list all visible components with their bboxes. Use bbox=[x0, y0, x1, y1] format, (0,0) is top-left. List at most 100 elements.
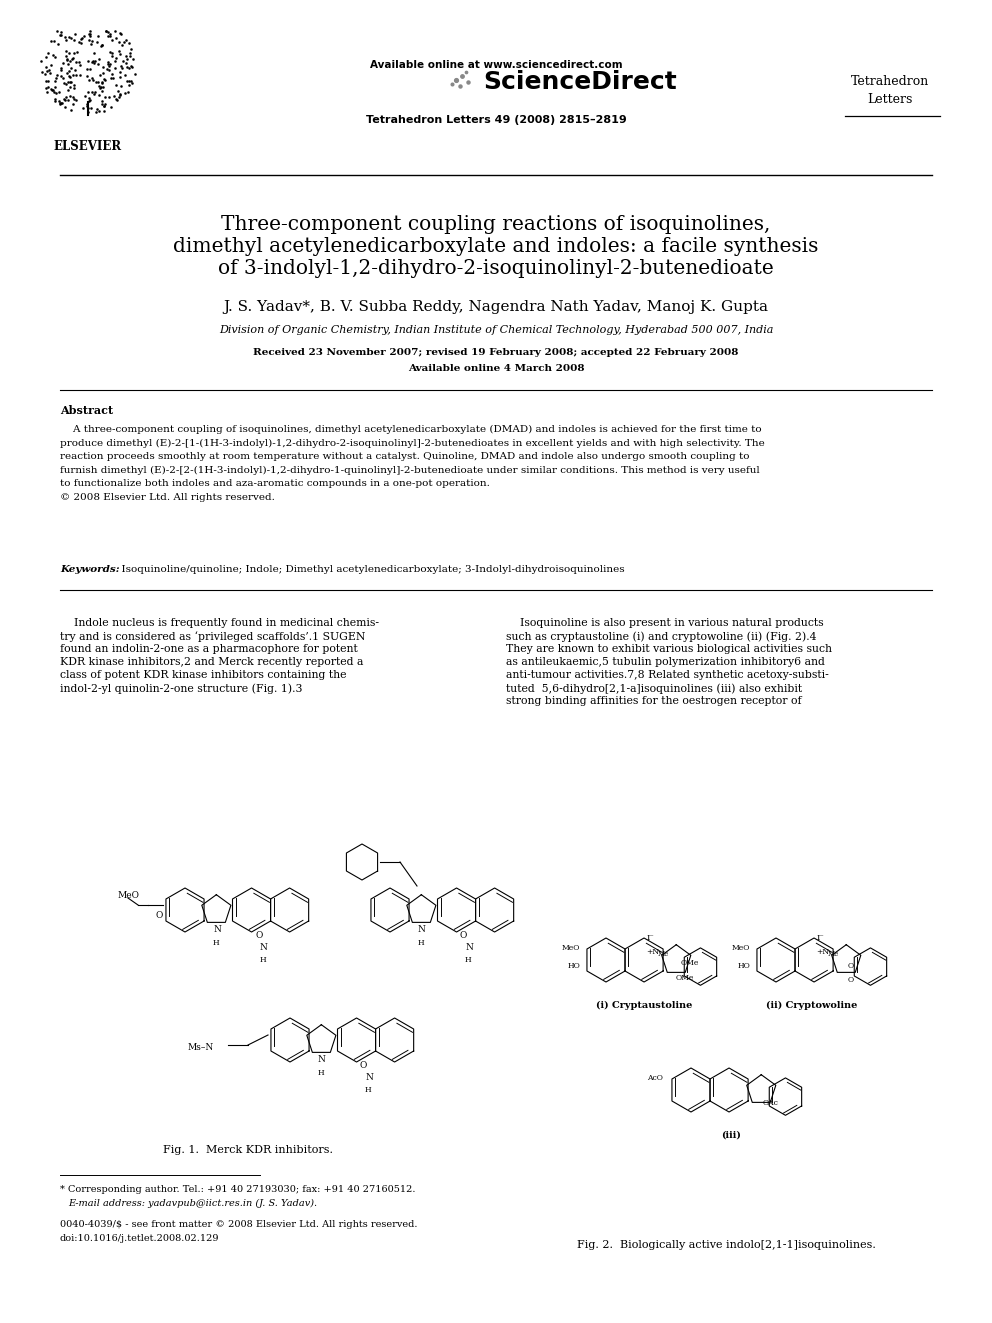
Text: Ms–N: Ms–N bbox=[188, 1043, 214, 1052]
Point bbox=[95, 95, 111, 116]
Point bbox=[108, 48, 124, 69]
Point bbox=[111, 32, 127, 53]
Point bbox=[43, 78, 59, 99]
Point bbox=[101, 56, 117, 77]
Text: HO: HO bbox=[738, 962, 751, 970]
Point bbox=[112, 85, 128, 106]
Point bbox=[113, 75, 129, 97]
Text: ScienceDirect: ScienceDirect bbox=[483, 70, 677, 94]
Point bbox=[82, 33, 98, 54]
Text: They are known to exhibit various biological activities such: They are known to exhibit various biolog… bbox=[506, 644, 832, 654]
Point bbox=[62, 50, 77, 71]
Point bbox=[83, 67, 99, 89]
Point bbox=[52, 94, 67, 115]
Point bbox=[109, 90, 125, 111]
Text: KDR kinase inhibitors,2 and Merck recently reported a: KDR kinase inhibitors,2 and Merck recent… bbox=[60, 658, 363, 667]
Text: © 2008 Elsevier Ltd. All rights reserved.: © 2008 Elsevier Ltd. All rights reserved… bbox=[60, 492, 275, 501]
Point bbox=[118, 46, 134, 67]
Point bbox=[93, 77, 109, 98]
Point bbox=[67, 24, 83, 45]
Text: Indole nucleus is frequently found in medicinal chemis-: Indole nucleus is frequently found in me… bbox=[60, 618, 379, 628]
Point bbox=[51, 33, 66, 54]
Point bbox=[107, 50, 123, 71]
Point bbox=[108, 89, 124, 110]
Point bbox=[63, 71, 79, 93]
Point bbox=[127, 64, 143, 85]
Point bbox=[63, 57, 79, 78]
Point bbox=[62, 42, 77, 64]
Point bbox=[112, 66, 128, 87]
Text: O: O bbox=[460, 931, 467, 941]
Point bbox=[34, 50, 50, 71]
Point bbox=[87, 50, 103, 71]
Text: anti-tumour activities.7,8 Related synthetic acetoxy-substi-: anti-tumour activities.7,8 Related synth… bbox=[506, 669, 828, 680]
Point bbox=[83, 98, 99, 119]
Point bbox=[104, 29, 120, 50]
Point bbox=[59, 45, 74, 66]
Text: Fig. 2.  Biologically active indolo[2,1-1]isoquinolines.: Fig. 2. Biologically active indolo[2,1-1… bbox=[576, 1240, 875, 1250]
Text: * Corresponding author. Tel.: +91 40 27193030; fax: +91 40 27160512.: * Corresponding author. Tel.: +91 40 271… bbox=[60, 1185, 416, 1193]
Point bbox=[85, 50, 101, 71]
Point bbox=[84, 30, 100, 52]
Point bbox=[48, 77, 63, 98]
Point bbox=[104, 64, 120, 85]
Point bbox=[70, 52, 86, 73]
Text: Received 23 November 2007; revised 19 February 2008; accepted 22 February 2008: Received 23 November 2007; revised 19 Fe… bbox=[253, 348, 739, 357]
Point bbox=[85, 70, 101, 91]
Point bbox=[43, 62, 59, 83]
Point bbox=[34, 62, 50, 83]
Point bbox=[101, 87, 117, 108]
Text: MeO: MeO bbox=[562, 945, 580, 953]
Point bbox=[55, 67, 70, 89]
Point bbox=[125, 49, 141, 70]
Point bbox=[62, 77, 77, 98]
Point bbox=[95, 62, 111, 83]
Point bbox=[112, 62, 128, 83]
Point bbox=[113, 56, 129, 77]
Point bbox=[88, 71, 104, 93]
Text: Tetrahedron: Tetrahedron bbox=[851, 75, 930, 89]
Point bbox=[43, 30, 59, 52]
Point bbox=[57, 73, 72, 94]
Point bbox=[48, 46, 63, 67]
Text: J. S. Yadav*, B. V. Subba Reddy, Nagendra Nath Yadav, Manoj K. Gupta: J. S. Yadav*, B. V. Subba Reddy, Nagendr… bbox=[223, 300, 769, 314]
Point bbox=[104, 45, 120, 66]
Point bbox=[96, 94, 112, 115]
Point bbox=[40, 77, 56, 98]
Point bbox=[79, 65, 95, 86]
Point bbox=[117, 83, 133, 105]
Text: A three-component coupling of isoquinolines, dimethyl acetylenedicarboxylate (DM: A three-component coupling of isoquinoli… bbox=[60, 425, 762, 434]
Point bbox=[100, 25, 116, 46]
Text: +N: +N bbox=[816, 949, 829, 957]
Point bbox=[81, 29, 97, 50]
Point bbox=[119, 56, 135, 77]
Point bbox=[91, 49, 107, 70]
Text: dimethyl acetylenedicarboxylate and indoles: a facile synthesis: dimethyl acetylenedicarboxylate and indo… bbox=[174, 237, 818, 255]
Point bbox=[71, 32, 87, 53]
Point bbox=[102, 53, 118, 74]
Text: Tetrahedron Letters 49 (2008) 2815–2819: Tetrahedron Letters 49 (2008) 2815–2819 bbox=[366, 115, 626, 124]
Point bbox=[53, 65, 68, 86]
Point bbox=[112, 83, 128, 105]
Text: H: H bbox=[260, 957, 267, 964]
Point bbox=[81, 70, 97, 91]
Text: HO: HO bbox=[568, 962, 580, 970]
Point bbox=[122, 42, 138, 64]
Point bbox=[41, 60, 57, 81]
Text: Available online 4 March 2008: Available online 4 March 2008 bbox=[408, 364, 584, 373]
Point bbox=[61, 79, 76, 101]
Point bbox=[96, 69, 112, 90]
Text: Me: Me bbox=[828, 950, 839, 958]
Point bbox=[118, 52, 134, 73]
Point bbox=[93, 36, 109, 57]
Text: Available online at www.sciencedirect.com: Available online at www.sciencedirect.co… bbox=[370, 60, 622, 70]
Text: N: N bbox=[213, 925, 221, 934]
Point bbox=[53, 21, 68, 42]
Point bbox=[102, 41, 118, 62]
Point bbox=[79, 50, 95, 71]
Text: ELSEVIER: ELSEVIER bbox=[54, 140, 122, 153]
Point bbox=[53, 24, 68, 45]
Point bbox=[46, 82, 62, 103]
Point bbox=[54, 93, 69, 114]
Point bbox=[101, 60, 117, 81]
